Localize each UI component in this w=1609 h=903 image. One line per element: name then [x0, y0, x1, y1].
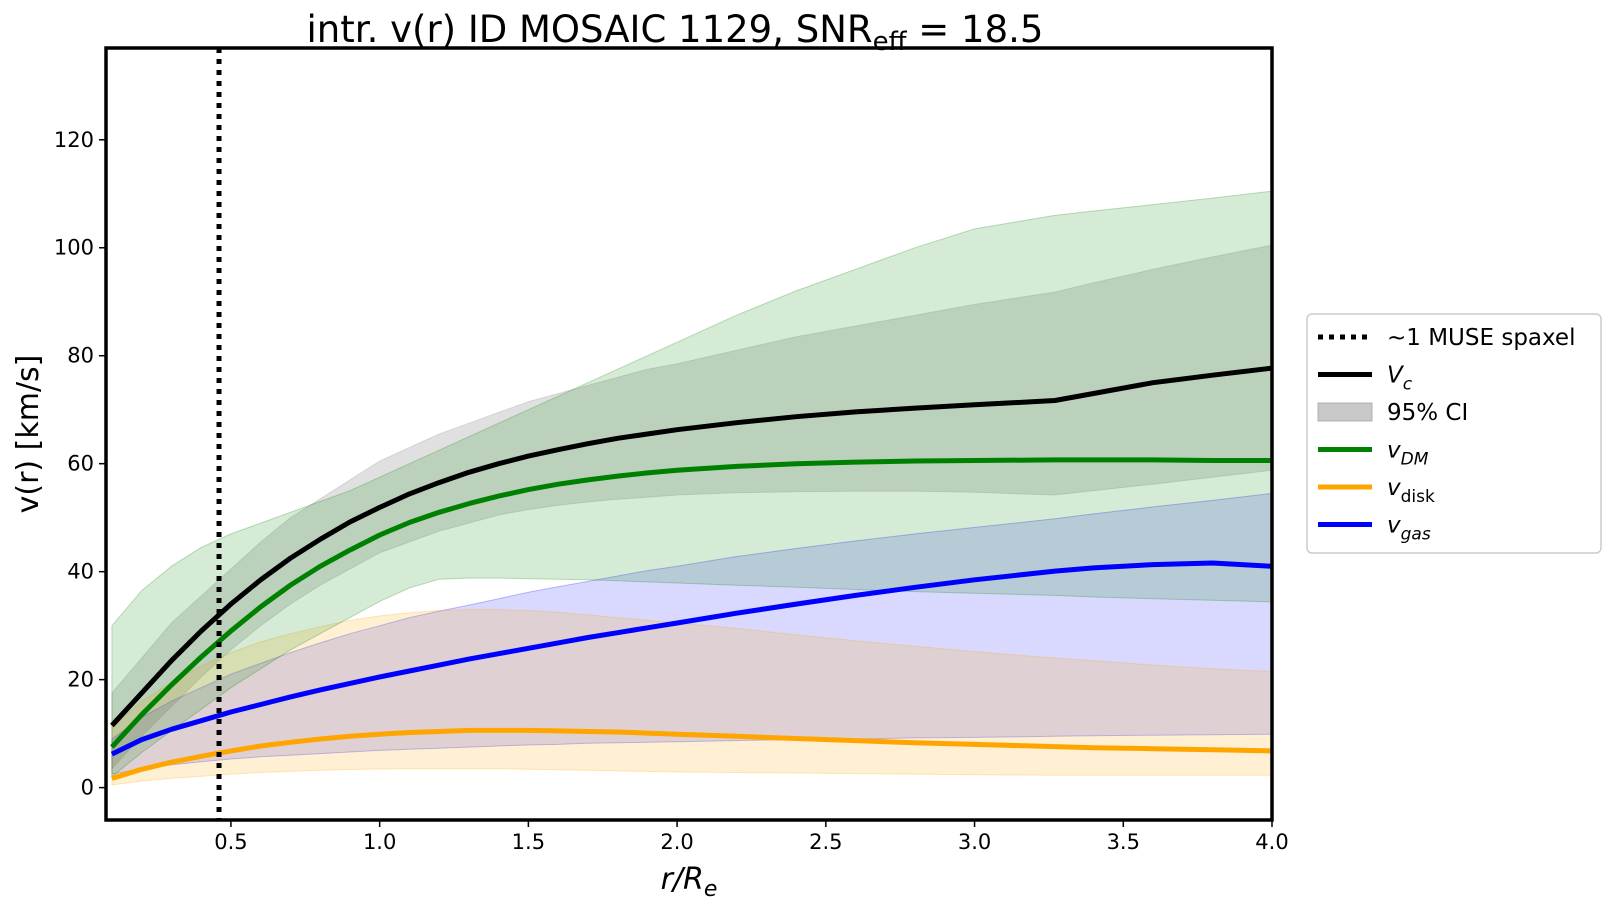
legend-label-vc: Vc — [1387, 363, 1413, 395]
line-vdm — [110, 457, 1272, 749]
x-tick-label: 3.0 — [958, 830, 991, 854]
legend-label-vdisk: vdisk — [1387, 475, 1435, 507]
legend-label-ci: 95% CI — [1387, 400, 1468, 426]
y-tick-label: 20 — [67, 668, 94, 692]
legend-handle-ci — [1317, 402, 1373, 422]
x-axis-label-main: r/R — [661, 862, 704, 897]
x-tick-label: 0.5 — [214, 830, 247, 854]
legend-box — [1306, 313, 1602, 554]
y-tick-label: 40 — [67, 560, 94, 584]
x-tick-label: 3.5 — [1107, 830, 1140, 854]
line-vgas — [110, 560, 1272, 757]
legend-label-vgas: vgas — [1387, 513, 1431, 545]
x-axis-ticks: 0.5 1.0 1.5 2.0 2.5 3.0 3.5 4.0 — [214, 820, 1289, 854]
y-tick-label: 0 — [81, 776, 94, 800]
y-tick-label: 120 — [54, 128, 94, 152]
confidence-bands — [111, 190, 1272, 786]
band-vgas — [111, 492, 1272, 775]
x-tick-label: 4.0 — [1255, 830, 1288, 854]
plot-frame — [104, 46, 1274, 822]
legend-label-vdm: vDM — [1387, 438, 1429, 470]
y-tick-label: 100 — [54, 236, 94, 260]
x-tick-label: 2.5 — [809, 830, 842, 854]
y-axis-ticks: 0 20 40 60 80 100 120 — [54, 128, 106, 800]
chart-title-main: intr. v(r) ID MOSAIC 1129, SNR — [307, 8, 873, 51]
x-axis-label: r/Re — [661, 862, 718, 902]
chart-title-suffix: = 18.5 — [907, 8, 1044, 51]
series-lines — [110, 365, 1272, 781]
legend: ~1 MUSE spaxel Vc 95% CI vDM vdisk vgas — [1306, 313, 1602, 554]
x-tick-label: 2.0 — [660, 830, 693, 854]
y-tick-label: 60 — [67, 452, 94, 476]
x-tick-label: 1.5 — [512, 830, 545, 854]
x-axis-label-sub: e — [704, 877, 718, 902]
line-vdisk — [111, 727, 1272, 781]
x-tick-label: 1.0 — [363, 830, 396, 854]
y-tick-label: 80 — [67, 344, 94, 368]
y-axis-label: v(r) [km/s] — [11, 355, 46, 514]
band-vdisk — [111, 609, 1272, 786]
band-vdm — [111, 190, 1272, 778]
line-vc — [110, 365, 1272, 728]
chart-title-sub: eff — [873, 27, 908, 57]
legend-label-vline: ~1 MUSE spaxel — [1387, 325, 1575, 351]
band-vc — [111, 244, 1272, 770]
chart-title: intr. v(r) ID MOSAIC 1129, SNReff = 18.5 — [307, 8, 1044, 57]
